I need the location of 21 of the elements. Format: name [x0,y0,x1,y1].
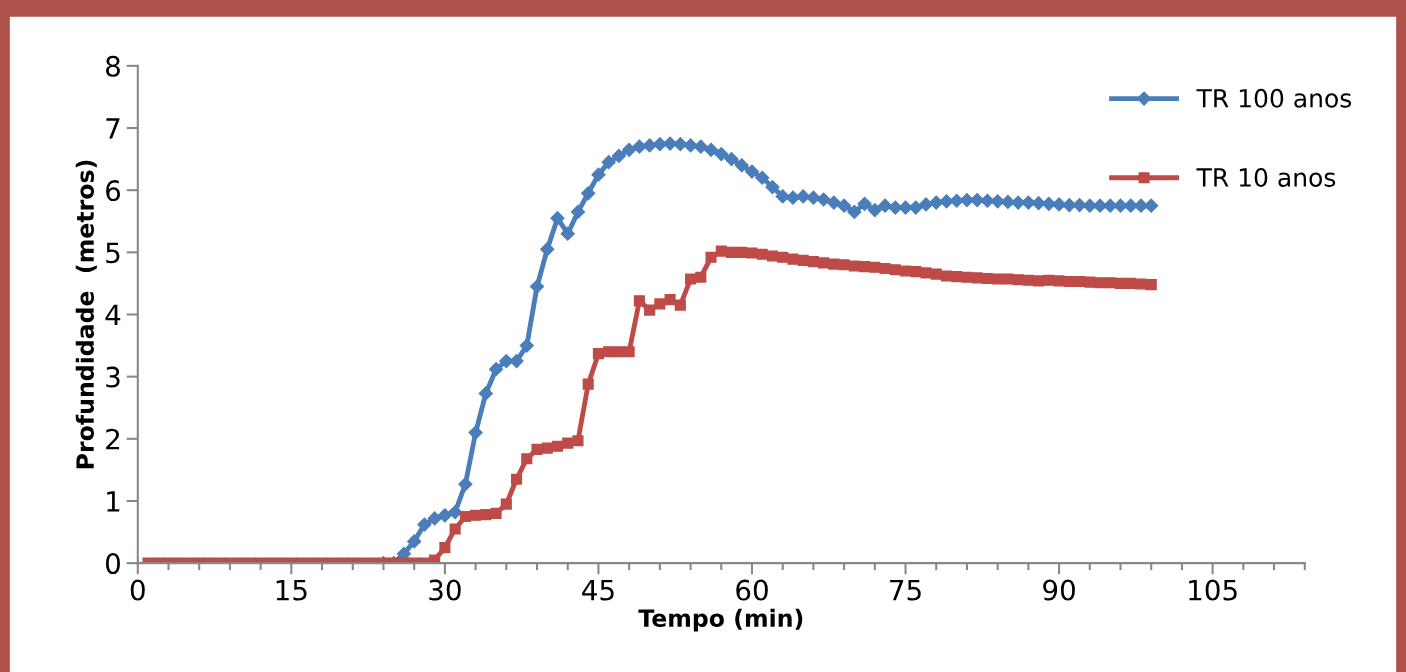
y-tick-label: 8 [106,55,120,77]
x-tick-label: 0 [130,579,145,601]
y-tick-label: 6 [106,180,121,202]
y-tick-label: 3 [106,366,120,388]
x-tick-label: 60 [736,579,768,601]
x-tick-label: 30 [429,579,461,601]
x-axis-title: Tempo (min) [638,608,803,632]
y-tick-label: 5 [106,242,120,264]
x-tick-label: 15 [276,579,307,601]
x-tick-label: 105 [1189,579,1237,601]
y-tick-label: 7 [106,118,120,139]
y-axis-title: Profundidade (metros) [75,160,97,469]
x-tick-label: 45 [582,579,614,601]
legend-label: TR 100 anos [1196,88,1352,108]
y-tick-label: 0 [105,553,120,575]
legend-label: TR 10 anos [1196,167,1336,187]
y-tick-label: 4 [105,304,121,326]
y-tick-label: 2 [106,428,120,450]
y-tick-label: 1 [107,491,120,512]
x-tick-label: 75 [890,579,921,601]
x-tick-label: 90 [1043,579,1075,601]
